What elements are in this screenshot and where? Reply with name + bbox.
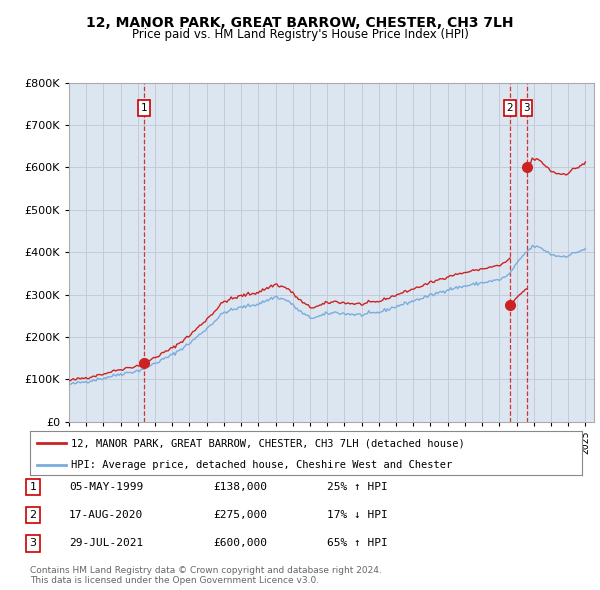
Text: 29-JUL-2021: 29-JUL-2021 — [69, 539, 143, 548]
Text: 1: 1 — [29, 482, 37, 491]
Text: 1: 1 — [140, 103, 147, 113]
Text: 12, MANOR PARK, GREAT BARROW, CHESTER, CH3 7LH: 12, MANOR PARK, GREAT BARROW, CHESTER, C… — [86, 16, 514, 30]
Text: 2: 2 — [29, 510, 37, 520]
Text: 3: 3 — [29, 539, 37, 548]
Text: 2: 2 — [506, 103, 514, 113]
Text: £600,000: £600,000 — [213, 539, 267, 548]
Text: 12, MANOR PARK, GREAT BARROW, CHESTER, CH3 7LH (detached house): 12, MANOR PARK, GREAT BARROW, CHESTER, C… — [71, 438, 465, 448]
Text: 05-MAY-1999: 05-MAY-1999 — [69, 482, 143, 491]
Text: 17% ↓ HPI: 17% ↓ HPI — [327, 510, 388, 520]
Text: 3: 3 — [523, 103, 530, 113]
Text: HPI: Average price, detached house, Cheshire West and Chester: HPI: Average price, detached house, Ches… — [71, 460, 452, 470]
Text: £138,000: £138,000 — [213, 482, 267, 491]
Text: £275,000: £275,000 — [213, 510, 267, 520]
Text: Contains HM Land Registry data © Crown copyright and database right 2024.
This d: Contains HM Land Registry data © Crown c… — [30, 566, 382, 585]
Text: 65% ↑ HPI: 65% ↑ HPI — [327, 539, 388, 548]
Text: Price paid vs. HM Land Registry's House Price Index (HPI): Price paid vs. HM Land Registry's House … — [131, 28, 469, 41]
Text: 17-AUG-2020: 17-AUG-2020 — [69, 510, 143, 520]
Text: 25% ↑ HPI: 25% ↑ HPI — [327, 482, 388, 491]
